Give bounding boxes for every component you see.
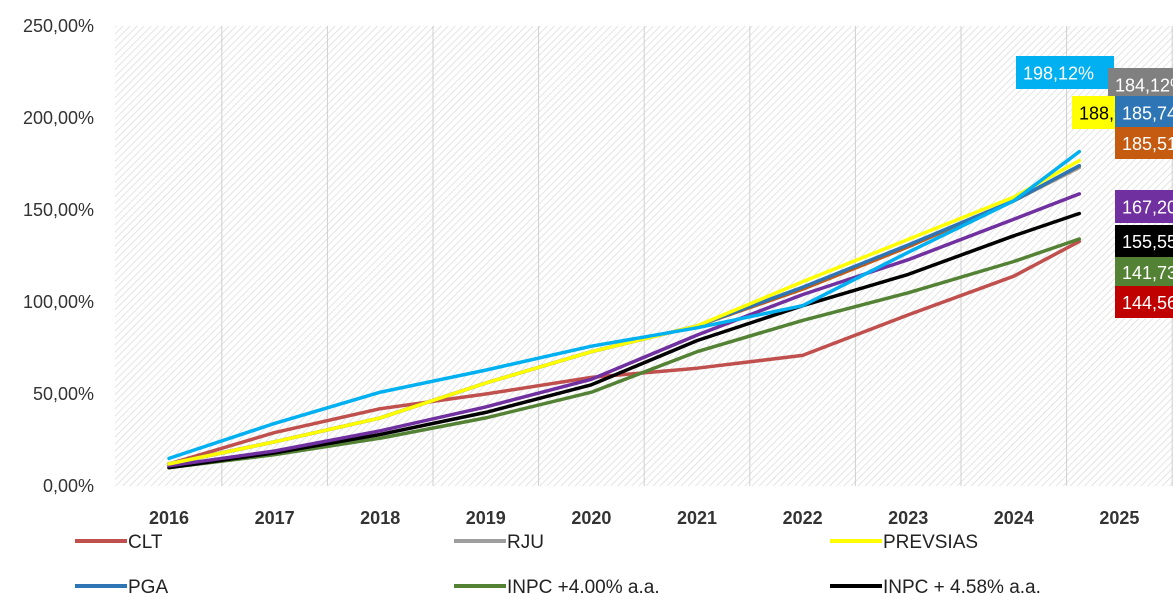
legend-label: INPC + 4,58% a.a. — [883, 577, 1041, 593]
series-line-2 — [167, 158, 1082, 466]
data-label-box — [1115, 96, 1173, 129]
data-label: 185,74% — [1122, 104, 1173, 124]
data-label-box — [1115, 286, 1173, 318]
y-tick-label: 50,00% — [33, 384, 94, 404]
data-label-box — [1115, 127, 1173, 159]
data-label-box — [1016, 56, 1114, 89]
data-label: 144,56% — [1122, 293, 1173, 313]
data-label: 141,73% — [1122, 263, 1173, 283]
data-label: 155,55% — [1122, 232, 1173, 252]
x-tick-label: 2019 — [466, 508, 506, 528]
x-tick-label: 2018 — [360, 508, 400, 528]
y-tick-label: 200,00% — [23, 108, 94, 128]
legend-label: RJU — [507, 532, 544, 553]
y-tick-label: 0,00% — [43, 476, 94, 496]
series-line-4 — [167, 237, 1082, 470]
x-tick-label: 2020 — [571, 508, 611, 528]
x-tick-label: 2021 — [677, 508, 717, 528]
legend-label: INPC +4,00% a.a. — [507, 577, 660, 593]
data-label: 198,12% — [1023, 64, 1094, 84]
data-label-box — [1108, 68, 1173, 101]
x-tick-label: 2025 — [1099, 508, 1139, 528]
data-label: 167,20% — [1122, 198, 1173, 218]
data-label-box — [1115, 225, 1173, 257]
series-line-5 — [167, 211, 1082, 470]
series-line-6 — [167, 192, 1082, 468]
x-tick-label: 2016 — [149, 508, 189, 528]
data-label-box — [1115, 190, 1173, 223]
data-label-box — [1115, 257, 1173, 287]
legend-label: PGA — [128, 577, 168, 593]
legend-label: PREVSIAS — [883, 532, 978, 553]
x-tick-label: 2023 — [888, 508, 928, 528]
data-label: 185,51% — [1122, 134, 1173, 154]
y-tick-label: 100,00% — [23, 292, 94, 312]
legend-label: CLT — [128, 532, 163, 553]
x-tick-label: 2022 — [783, 508, 823, 528]
data-label: 184,12% — [1115, 76, 1173, 96]
y-tick-label: 150,00% — [23, 200, 94, 220]
y-tick-label: 250,00% — [23, 16, 94, 36]
series-line-7 — [167, 149, 1082, 461]
x-tick-label: 2024 — [994, 508, 1034, 528]
x-tick-label: 2017 — [255, 508, 295, 528]
